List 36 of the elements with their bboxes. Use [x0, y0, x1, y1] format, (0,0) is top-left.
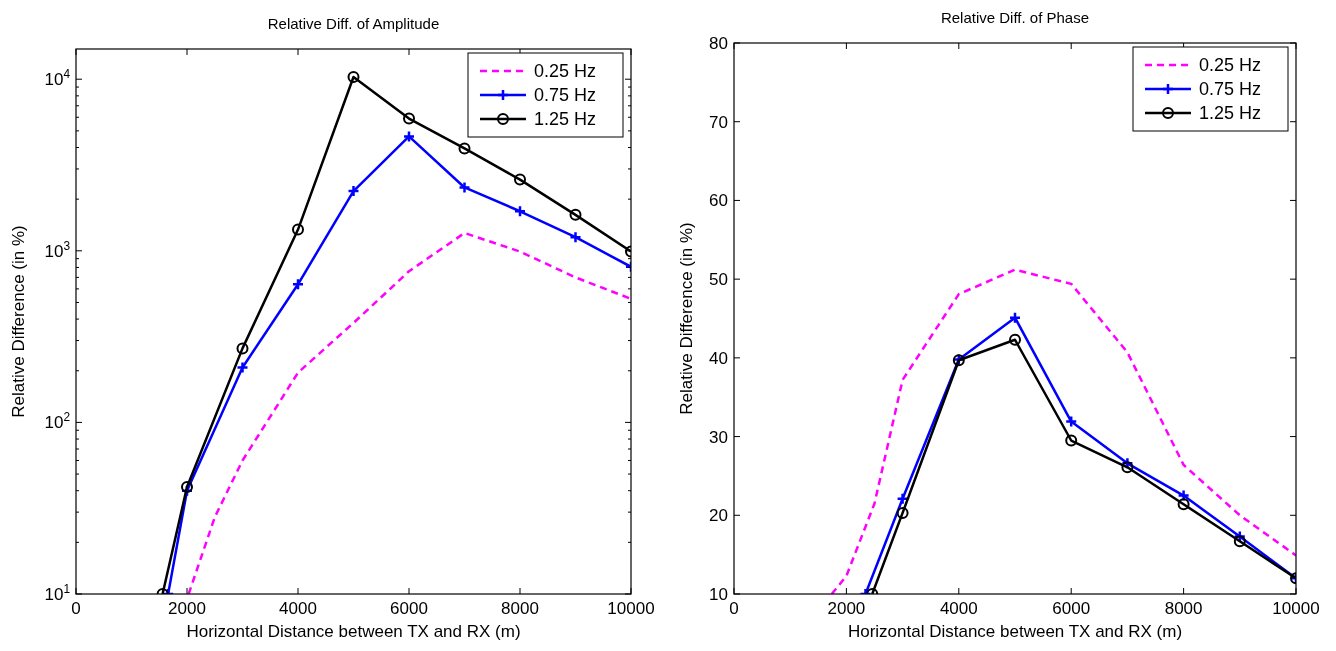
y-tick-label: 70	[709, 112, 728, 132]
x-tick-label: 2000	[168, 599, 206, 618]
x-tick-label: 10000	[1272, 599, 1320, 618]
y-tick-label: 10$^{3}$	[44, 238, 71, 261]
x-tick-label: 6000	[390, 599, 428, 618]
y-axis-title: Relative Difference (in %)	[677, 222, 696, 415]
x-tick-label: 6000	[1052, 599, 1091, 618]
x-tick-label: 10000	[607, 599, 655, 618]
legend-label: 0.25 Hz	[1199, 55, 1262, 75]
y-tick-label: 10	[709, 585, 728, 604]
legend-label: 1.25 Hz	[534, 109, 597, 129]
x-axis-title: Horizontal Distance between TX and RX (m)	[186, 622, 521, 641]
y-tick-label: 80	[709, 34, 728, 53]
x-tick-label: 0	[71, 599, 81, 618]
y-tick-label: 10$^{2}$	[44, 410, 71, 433]
legend-label: 1.25 Hz	[1199, 103, 1262, 123]
legend-label: 0.25 Hz	[534, 61, 597, 81]
legend-label: 0.75 Hz	[534, 85, 597, 105]
x-tick-label: 2000	[827, 599, 866, 618]
y-tick-label: 10$^{4}$	[44, 67, 71, 90]
x-tick-label: 4000	[279, 599, 317, 618]
y-tick-label: 30	[709, 427, 728, 447]
legend-label: 0.75 Hz	[1199, 79, 1262, 99]
x-tick-label: 8000	[501, 599, 539, 618]
chart-title: Relative Diff. of Phase	[940, 9, 1090, 26]
y-tick-label: 50	[709, 270, 728, 290]
y-tick-label: 40	[709, 348, 728, 368]
chart-title: Relative Diff. of Amplitude	[267, 15, 440, 32]
y-tick-label: 10$^{1}$	[44, 582, 71, 604]
x-tick-label: 8000	[1164, 599, 1203, 618]
x-tick-label: 0	[729, 599, 739, 618]
y-tick-label: 20	[709, 506, 728, 526]
y-axis-title: Relative Difference (in %)	[9, 225, 28, 418]
y-tick-label: 60	[709, 191, 728, 211]
x-tick-label: 4000	[939, 599, 978, 618]
x-axis-title: Horizontal Distance between TX and RX (m)	[847, 622, 1183, 641]
